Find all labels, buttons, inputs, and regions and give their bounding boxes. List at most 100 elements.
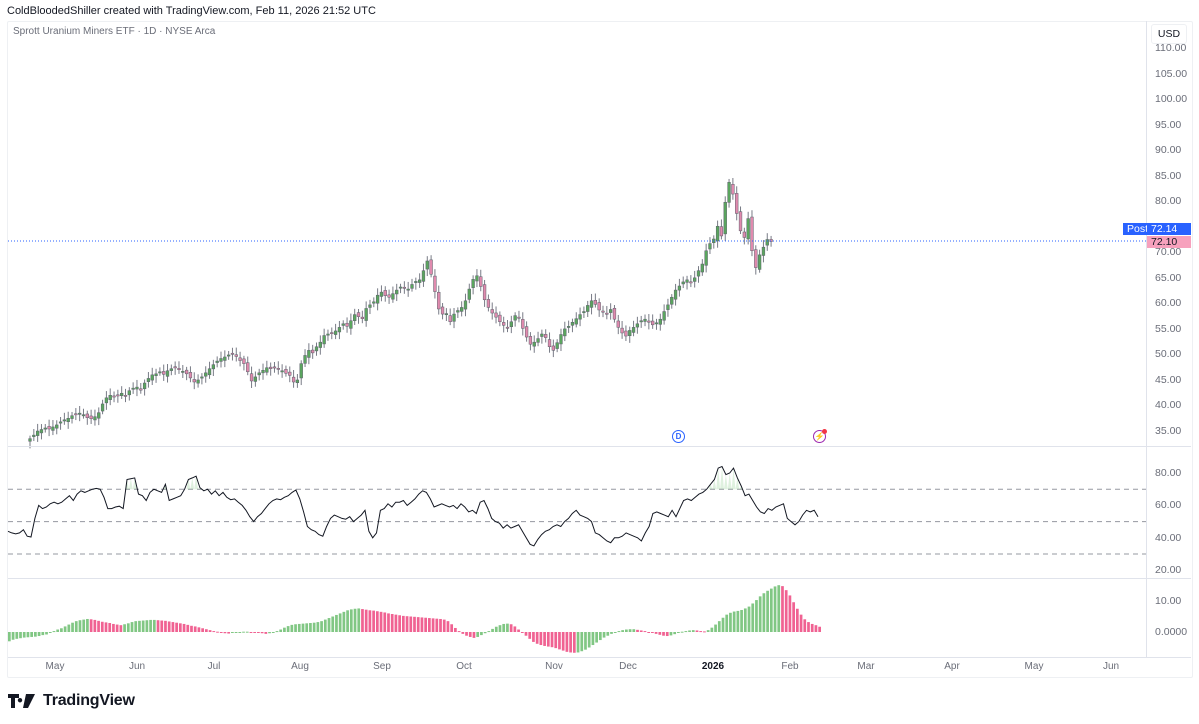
histogram-bar bbox=[119, 625, 123, 632]
candle-body bbox=[402, 286, 407, 289]
post-market-label: Post bbox=[1123, 223, 1153, 235]
histogram-bar bbox=[457, 631, 461, 633]
candle-body bbox=[311, 349, 315, 354]
candle-body bbox=[593, 299, 598, 305]
histogram-bar bbox=[19, 632, 22, 639]
candle-body bbox=[719, 226, 724, 237]
histogram-bar bbox=[740, 609, 743, 632]
candle-body bbox=[620, 327, 624, 334]
histogram-bar bbox=[435, 618, 439, 632]
candle-body bbox=[238, 357, 242, 361]
histogram-bar bbox=[45, 632, 48, 635]
candle-body bbox=[330, 332, 334, 334]
histogram-bar bbox=[721, 617, 725, 632]
candle-body bbox=[303, 355, 307, 364]
time-tick-label: 2026 bbox=[701, 661, 725, 672]
price-tick-label: 40.00 bbox=[1155, 399, 1182, 412]
time-tick-label: May bbox=[45, 661, 65, 672]
histogram-bar bbox=[164, 620, 167, 632]
histogram-bar bbox=[338, 613, 342, 632]
histogram-bar bbox=[584, 632, 587, 650]
histogram-bar bbox=[736, 610, 740, 632]
candle-body bbox=[349, 320, 353, 329]
histogram-bar bbox=[26, 632, 30, 638]
candle-body bbox=[536, 338, 540, 343]
histogram-bar bbox=[100, 621, 104, 632]
histogram-bar bbox=[353, 608, 357, 632]
histogram-bar bbox=[766, 590, 769, 632]
candle-body bbox=[387, 294, 391, 298]
candle-body bbox=[544, 334, 548, 338]
histogram-bar bbox=[52, 631, 56, 633]
histogram-bar bbox=[662, 632, 665, 636]
candle-body bbox=[242, 358, 246, 364]
histogram-bar bbox=[309, 623, 312, 632]
candle-body bbox=[28, 438, 32, 442]
candle-body bbox=[494, 312, 498, 318]
histogram-bar bbox=[401, 615, 405, 632]
histogram-bar bbox=[732, 611, 736, 632]
histogram-bar bbox=[74, 621, 78, 632]
tradingview-logo[interactable]: TradingView bbox=[8, 692, 135, 710]
candle-body bbox=[318, 341, 322, 348]
time-tick-label: Jun bbox=[1102, 661, 1120, 672]
candle-body bbox=[345, 322, 349, 327]
candle-body bbox=[146, 378, 151, 382]
histogram-bar bbox=[112, 623, 115, 632]
price-tick-label: 60.00 bbox=[1155, 297, 1182, 310]
histogram-bar bbox=[149, 619, 152, 632]
candle-body bbox=[460, 307, 464, 312]
histogram-bar bbox=[249, 632, 253, 633]
histogram-bar bbox=[621, 630, 625, 632]
histogram-bar bbox=[513, 626, 517, 632]
chart-frame bbox=[7, 21, 1193, 678]
candle-body bbox=[158, 371, 162, 374]
histogram-bar bbox=[810, 623, 814, 632]
candle-body bbox=[471, 279, 475, 288]
histogram-bar bbox=[476, 632, 480, 637]
candle-body bbox=[100, 403, 105, 412]
currency-button[interactable]: USD bbox=[1151, 24, 1187, 44]
histogram-bar bbox=[11, 632, 15, 640]
histogram-bar bbox=[572, 632, 576, 653]
histogram-bar bbox=[182, 623, 186, 632]
histogram-bar bbox=[424, 617, 428, 632]
histogram-bar bbox=[550, 632, 554, 648]
histogram-bar bbox=[799, 614, 803, 632]
candle-body bbox=[93, 416, 97, 421]
histogram-bar bbox=[294, 624, 297, 632]
histogram-bar bbox=[710, 627, 714, 632]
dividend-d-icon[interactable]: D bbox=[672, 430, 685, 443]
candle-body bbox=[398, 286, 403, 289]
candle-body bbox=[291, 376, 296, 383]
histogram-bar bbox=[446, 621, 450, 632]
histogram-bar bbox=[491, 628, 494, 632]
histogram-bar bbox=[669, 632, 673, 636]
time-tick-label: Jul bbox=[207, 661, 221, 672]
time-tick-label: Aug bbox=[291, 661, 309, 672]
candle-body bbox=[673, 289, 678, 300]
candle-body bbox=[738, 211, 743, 232]
histogram-bar bbox=[647, 632, 651, 633]
candle-body bbox=[643, 318, 647, 322]
pane-separator-rsi[interactable] bbox=[8, 446, 1191, 447]
candle-body bbox=[486, 299, 491, 308]
time-axis[interactable]: May Jun Jul Aug Sep Oct Nov Dec 2026 Feb Mar Apr May… bbox=[8, 657, 1146, 676]
histogram-bar bbox=[372, 610, 375, 632]
histogram-bar bbox=[461, 632, 465, 634]
histogram-tick-label: 0.0000 bbox=[1155, 626, 1188, 638]
histogram-bar bbox=[450, 624, 454, 632]
histogram-bar bbox=[576, 632, 580, 653]
candle-body bbox=[223, 356, 227, 361]
rsi-tick-label: 40.00 bbox=[1155, 531, 1182, 544]
histogram-bar bbox=[587, 632, 591, 648]
time-tick-label: Dec bbox=[619, 661, 637, 672]
pane-separator-histogram[interactable] bbox=[8, 578, 1191, 579]
histogram-bar bbox=[60, 628, 63, 632]
candle-body bbox=[379, 291, 384, 297]
earnings-flash-icon[interactable]: ⚡ bbox=[813, 429, 827, 443]
candle-body bbox=[62, 419, 67, 422]
price-tick-label: 65.00 bbox=[1155, 271, 1182, 284]
price-axis[interactable] bbox=[1146, 21, 1192, 657]
